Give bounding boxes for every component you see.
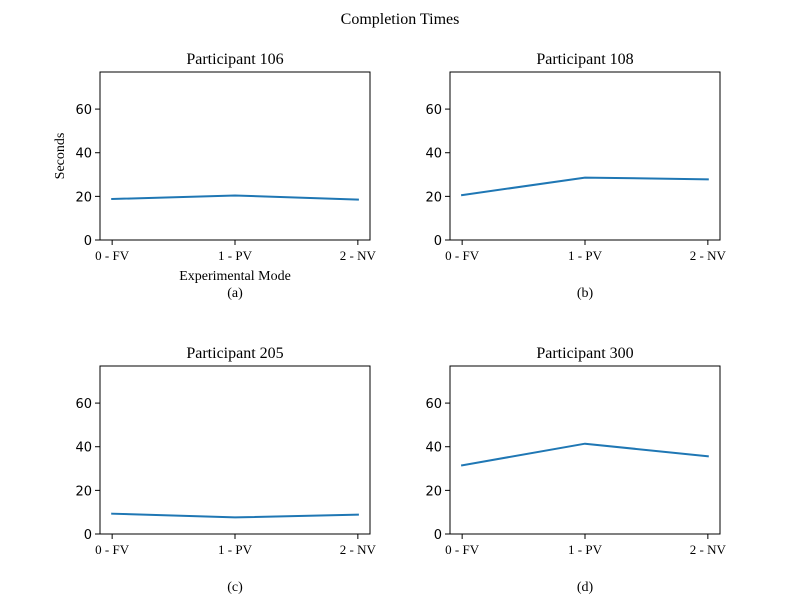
y-tick-label: 0 [434, 528, 442, 543]
y-tick-label: 40 [425, 441, 442, 456]
y-tick-label: 20 [75, 484, 92, 499]
subplot-caption: (c) [227, 580, 243, 595]
figure-title: Completion Times [341, 11, 460, 28]
y-tick-label: 0 [84, 528, 92, 543]
y-tick-label: 60 [75, 397, 92, 412]
x-tick-label: 2 - NV [690, 542, 727, 557]
x-tick-label: 0 - FV [445, 248, 480, 263]
y-tick-label: 20 [75, 190, 92, 205]
series-line [111, 512, 359, 519]
series-line [111, 194, 359, 201]
y-axis-label: Seconds [53, 133, 68, 180]
plot-frame [449, 365, 721, 535]
subplot-4: Participant 300 0 20 40 60 0 - FV 1 - PV 2 - NV… [425, 345, 726, 595]
x-tick-label: 2 - NV [340, 542, 377, 557]
subplot-title: Participant 108 [536, 51, 633, 68]
subplot-caption: (b) [577, 286, 594, 301]
x-tick-label: 1 - PV [218, 542, 253, 557]
plot-frame [99, 365, 371, 535]
subplot-title: Participant 205 [186, 345, 283, 362]
x-tick-label: 0 - FV [95, 248, 130, 263]
x-tick-label: 2 - NV [340, 248, 377, 263]
series-line [460, 176, 709, 197]
subplot-caption: (d) [577, 580, 594, 595]
y-tick-label: 40 [75, 147, 92, 162]
y-tick-label: 0 [434, 234, 442, 249]
y-tick-label: 20 [425, 484, 442, 499]
x-tick-label: 2 - NV [690, 248, 727, 263]
plot-frame [449, 71, 721, 241]
subplot-title: Participant 300 [536, 345, 633, 362]
subplot-1: Participant 106 0 20 40 60 0 - FV 1 - PV 2 - NV… [53, 51, 377, 301]
y-tick-label: 40 [425, 147, 442, 162]
x-tick-label: 1 - PV [568, 248, 603, 263]
plot-frame [99, 71, 371, 241]
subplot-caption: (a) [227, 286, 243, 301]
series-line [460, 442, 709, 467]
y-tick-label: 60 [425, 397, 442, 412]
y-tick-label: 40 [75, 441, 92, 456]
subplot-2: Participant 108 0 20 40 60 0 - FV 1 - PV 2 - NV… [425, 51, 726, 301]
x-tick-label: 1 - PV [218, 248, 253, 263]
y-tick-label: 60 [75, 103, 92, 118]
x-tick-label: 1 - PV [568, 542, 603, 557]
subplot-title: Participant 106 [186, 51, 283, 68]
subplot-3: Participant 205 0 20 40 60 0 - FV 1 - PV 2 - NV… [75, 345, 376, 595]
y-tick-label: 0 [84, 234, 92, 249]
x-tick-label: 0 - FV [95, 542, 130, 557]
y-tick-label: 20 [425, 190, 442, 205]
x-axis-label: Experimental Mode [179, 269, 291, 284]
y-tick-label: 60 [425, 103, 442, 118]
x-tick-label: 0 - FV [445, 542, 480, 557]
